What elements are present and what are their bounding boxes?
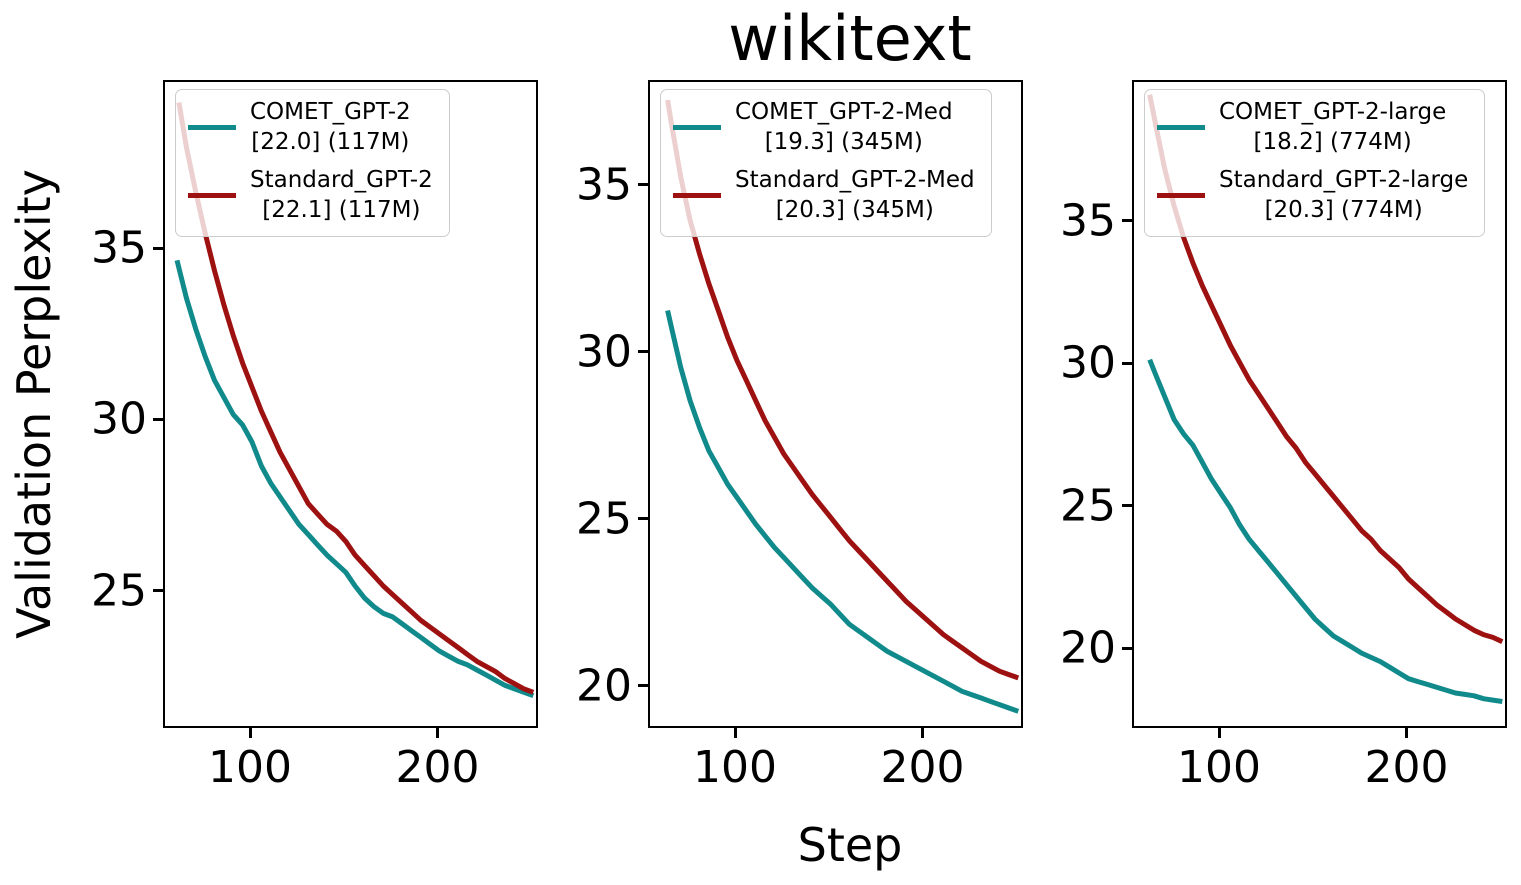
y-tick-label-25: 25: [576, 493, 632, 545]
y-tick-label-35: 35: [1060, 195, 1116, 247]
subplot-2-curves: [665, 99, 1020, 714]
y-tick-label-30: 30: [576, 326, 632, 378]
y-tick-mark: [638, 183, 648, 187]
subplot-2-plot-area: COMET_GPT-2-Med [19.3] (345M) Standard_GPT…: [648, 80, 1023, 728]
legend-label: COMET_GPT-2-large [18.2] (774M): [1219, 99, 1447, 155]
y-tick-mark: [153, 246, 163, 250]
subplot-1-curves: [174, 102, 535, 699]
x-axis-label: Step: [797, 818, 903, 872]
x-tick-mark: [1217, 728, 1221, 738]
legend-entry-COMET_GPT-2-Med: COMET_GPT-2-Med [19.3] (345M): [673, 98, 975, 158]
legend-label: COMET_GPT-2 [22.0] (117M): [250, 99, 411, 155]
y-tick-label-30: 30: [91, 393, 147, 445]
comet-line-swatch-icon: [1157, 125, 1205, 131]
legend-subplot-1: COMET_GPT-2 [22.0] (117M) Standard_GPT-2 [2…: [175, 89, 450, 237]
x-tick-label-100: 100: [208, 742, 292, 793]
y-tick-mark: [153, 589, 163, 593]
legend-label: COMET_GPT-2-Med [19.3] (345M): [735, 99, 953, 155]
y-tick-label-20: 20: [576, 660, 632, 712]
legend-label: Standard_GPT-2-large [20.3] (774M): [1219, 166, 1469, 223]
legend-entry-Standard_GPT-2: Standard_GPT-2 [22.1] (117M): [188, 166, 433, 226]
x-tick-mark: [1405, 728, 1408, 738]
y-tick-mark: [1122, 219, 1132, 223]
comet-curve-subplot-1: [174, 259, 535, 699]
x-tick-mark: [248, 728, 252, 738]
y-tick-mark: [1122, 361, 1132, 365]
x-tick-mark: [436, 728, 439, 738]
legend-label: Standard_GPT-2-Med [20.3] (345M): [735, 166, 975, 223]
x-tick-label-200: 200: [395, 742, 480, 793]
y-tick-mark: [638, 684, 648, 688]
legend-entry-Standard_GPT-2-Med: Standard_GPT-2-Med [20.3] (345M): [673, 166, 975, 226]
comet-curve-subplot-3: [1147, 358, 1503, 704]
subplot-1-plot-area: COMET_GPT-2 [22.0] (117M) Standard_GPT-2 [2…: [163, 80, 538, 728]
x-tick-mark: [733, 728, 737, 738]
y-tick-label-30: 30: [1060, 337, 1116, 389]
comet-line-swatch-icon: [188, 125, 236, 131]
x-tick-label-100: 100: [693, 742, 777, 793]
y-tick-label-25: 25: [1060, 480, 1116, 532]
y-tick-label-20: 20: [1060, 622, 1116, 674]
x-tick-label-100: 100: [1177, 742, 1261, 793]
x-tick-label-200: 200: [880, 742, 965, 793]
x-tick-label-200: 200: [1364, 742, 1449, 793]
legend-subplot-3: COMET_GPT-2-large [18.2] (774M) Standard_G…: [1144, 89, 1486, 237]
y-tick-mark: [153, 417, 163, 421]
y-tick-mark: [1122, 504, 1132, 508]
standard-line-swatch-icon: [188, 193, 236, 199]
subplot-3-curves: [1147, 94, 1504, 704]
standard-line-swatch-icon: [673, 193, 721, 199]
y-tick-label-35: 35: [576, 159, 632, 211]
legend-entry-COMET_GPT-2: COMET_GPT-2 [22.0] (117M): [188, 98, 433, 158]
standard-curve-subplot-3: [1147, 94, 1504, 644]
legend-subplot-2: COMET_GPT-2-Med [19.3] (345M) Standard_GPT…: [660, 89, 992, 237]
y-tick-mark: [638, 517, 648, 521]
figure-title: wikitext: [728, 2, 972, 75]
y-tick-mark: [638, 350, 648, 354]
x-tick-mark: [921, 728, 924, 738]
subplot-3-plot-area: COMET_GPT-2-large [18.2] (774M) Standard_G…: [1132, 80, 1507, 728]
comet-line-swatch-icon: [673, 125, 721, 131]
y-tick-label-35: 35: [91, 222, 147, 274]
standard-curve-subplot-2: [665, 99, 1020, 681]
y-tick-mark: [1122, 646, 1132, 650]
standard-curve-subplot-1: [176, 102, 535, 695]
comet-curve-subplot-2: [665, 309, 1020, 714]
legend-entry-COMET_GPT-2-large: COMET_GPT-2-large [18.2] (774M): [1157, 98, 1468, 158]
y-tick-label-25: 25: [91, 565, 147, 617]
standard-line-swatch-icon: [1157, 193, 1205, 199]
legend-entry-Standard_GPT-2-large: Standard_GPT-2-large [20.3] (774M): [1157, 166, 1468, 226]
legend-label: Standard_GPT-2 [22.1] (117M): [250, 166, 433, 223]
